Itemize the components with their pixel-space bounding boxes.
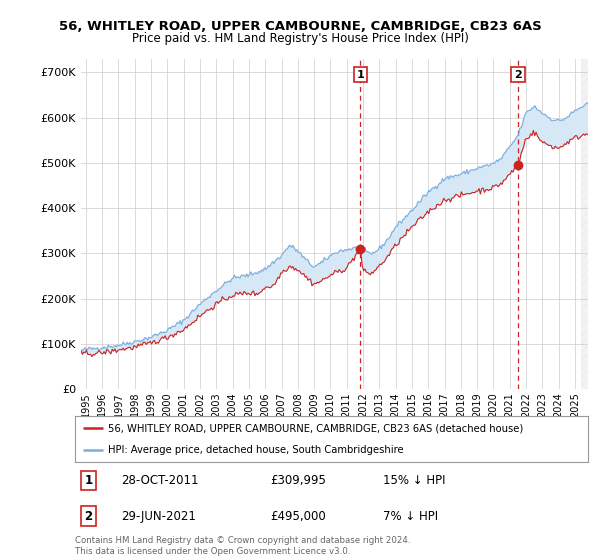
Text: 1: 1 (84, 474, 92, 487)
Text: 7% ↓ HPI: 7% ↓ HPI (383, 510, 438, 522)
Text: 2: 2 (84, 510, 92, 522)
Text: £495,000: £495,000 (270, 510, 326, 522)
Text: Price paid vs. HM Land Registry's House Price Index (HPI): Price paid vs. HM Land Registry's House … (131, 32, 469, 45)
Text: HPI: Average price, detached house, South Cambridgeshire: HPI: Average price, detached house, Sout… (109, 445, 404, 455)
Text: £309,995: £309,995 (270, 474, 326, 487)
Text: 29-JUN-2021: 29-JUN-2021 (121, 510, 196, 522)
Text: 56, WHITLEY ROAD, UPPER CAMBOURNE, CAMBRIDGE, CB23 6AS: 56, WHITLEY ROAD, UPPER CAMBOURNE, CAMBR… (59, 20, 541, 32)
Text: 28-OCT-2011: 28-OCT-2011 (121, 474, 199, 487)
Text: 1: 1 (356, 69, 364, 80)
Text: 15% ↓ HPI: 15% ↓ HPI (383, 474, 445, 487)
Text: 56, WHITLEY ROAD, UPPER CAMBOURNE, CAMBRIDGE, CB23 6AS (detached house): 56, WHITLEY ROAD, UPPER CAMBOURNE, CAMBR… (109, 423, 524, 433)
Text: Contains HM Land Registry data © Crown copyright and database right 2024.
This d: Contains HM Land Registry data © Crown c… (75, 536, 410, 556)
Text: 2: 2 (514, 69, 522, 80)
